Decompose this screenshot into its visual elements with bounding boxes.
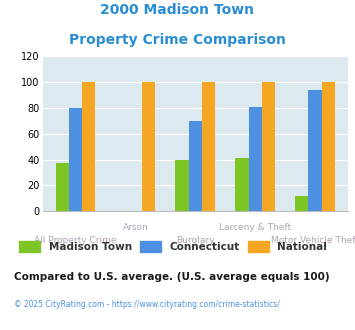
- Bar: [175, 159, 189, 211]
- Text: Motor Vehicle Theft: Motor Vehicle Theft: [271, 236, 355, 245]
- Bar: [322, 82, 335, 211]
- Text: 2000 Madison Town: 2000 Madison Town: [100, 3, 255, 17]
- Bar: [295, 196, 308, 211]
- Text: All Property Crime: All Property Crime: [34, 236, 117, 245]
- Text: Property Crime Comparison: Property Crime Comparison: [69, 33, 286, 47]
- Text: Larceny & Theft: Larceny & Theft: [219, 223, 291, 232]
- Text: Arson: Arson: [122, 223, 148, 232]
- Bar: [235, 158, 248, 211]
- Bar: [202, 82, 215, 211]
- Bar: [308, 90, 322, 211]
- Bar: [142, 82, 155, 211]
- Bar: [262, 82, 275, 211]
- Bar: [69, 108, 82, 211]
- Bar: [189, 121, 202, 211]
- Bar: [56, 163, 69, 211]
- Text: Burglary: Burglary: [176, 236, 214, 245]
- Bar: [248, 107, 262, 211]
- Bar: [82, 82, 95, 211]
- Text: Compared to U.S. average. (U.S. average equals 100): Compared to U.S. average. (U.S. average …: [14, 272, 330, 282]
- Text: © 2025 CityRating.com - https://www.cityrating.com/crime-statistics/: © 2025 CityRating.com - https://www.city…: [14, 300, 280, 309]
- Legend: Madison Town, Connecticut, National: Madison Town, Connecticut, National: [20, 241, 327, 252]
